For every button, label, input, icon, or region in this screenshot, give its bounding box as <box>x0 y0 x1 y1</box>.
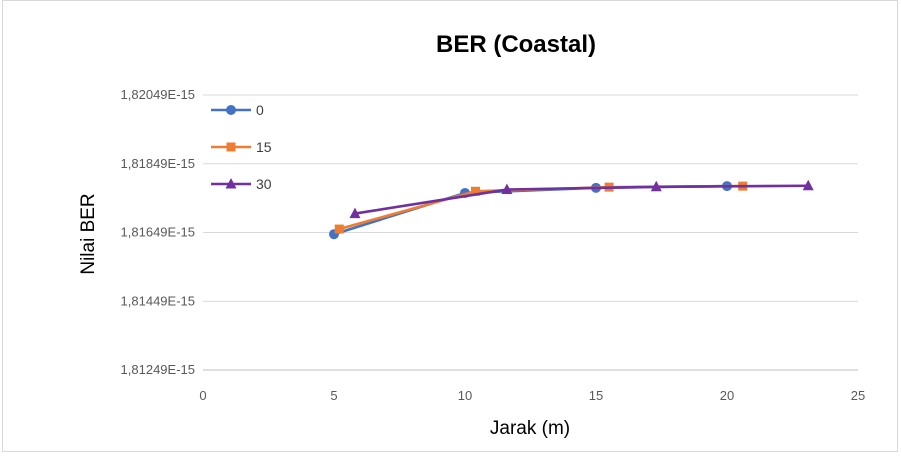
series-group <box>329 179 814 240</box>
legend-marker <box>226 142 236 152</box>
legend-label: 15 <box>256 139 272 155</box>
data-point <box>334 224 344 234</box>
data-point <box>650 180 662 192</box>
data-point <box>501 183 513 195</box>
x-tick-label: 15 <box>589 388 603 403</box>
legend-label: 0 <box>256 102 264 118</box>
y-tick-label: 1,81649E-15 <box>121 225 195 240</box>
data-point <box>349 207 361 219</box>
series-30 <box>349 179 814 219</box>
x-tick-label: 0 <box>199 388 206 403</box>
y-tick-label: 1,81449E-15 <box>121 293 195 308</box>
y-tick-label: 1,81849E-15 <box>121 156 195 171</box>
chart-title: BER (Coastal) <box>436 31 596 58</box>
x-tick-label: 20 <box>720 388 734 403</box>
x-tick-label: 5 <box>330 388 337 403</box>
x-tick-label: 10 <box>458 388 472 403</box>
legend-item: 30 <box>211 176 272 192</box>
legend-item: 0 <box>211 102 264 118</box>
y-axis-ticks: 1,81249E-15 1,81449E-15 1,81649E-15 1,81849… <box>121 87 195 377</box>
legend-label: 30 <box>256 176 272 192</box>
legend-item: 15 <box>211 139 272 155</box>
x-tick-label: 25 <box>851 388 865 403</box>
legend-marker <box>226 105 236 115</box>
y-tick-label: 1,81249E-15 <box>121 362 195 377</box>
legend: 0 15 30 <box>211 102 272 192</box>
gridlines <box>203 94 858 371</box>
y-tick-label: 1,82049E-15 <box>121 87 195 102</box>
data-point <box>470 186 480 196</box>
series-line <box>333 184 728 236</box>
x-axis-ticks: 0 5 10 15 20 25 <box>199 388 865 403</box>
data-point <box>802 179 814 191</box>
x-axis-title: Jarak (m) <box>490 418 570 439</box>
series-line <box>354 184 809 215</box>
legend-marker <box>225 178 237 189</box>
y-axis-title: Nilai BER <box>78 193 99 274</box>
